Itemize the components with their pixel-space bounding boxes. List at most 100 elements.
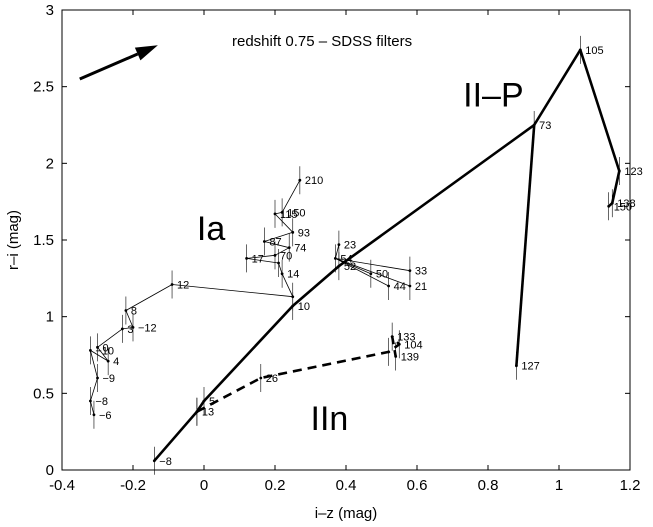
series-branch-ii-p — [515, 124, 536, 366]
point-label: 139 — [401, 352, 419, 364]
series-line-iin — [196, 335, 401, 413]
point-labels: −813510527310512313815012726104133139−6−… — [95, 45, 642, 468]
point-label: 87 — [269, 237, 281, 249]
data-points — [89, 35, 621, 475]
side-link-ia — [335, 244, 340, 259]
point-label: 210 — [305, 175, 323, 187]
y-tick-label: 0.5 — [33, 385, 54, 402]
y-tick-label: 1 — [46, 309, 54, 326]
point-label: 150 — [287, 207, 305, 219]
point-label: −9 — [103, 373, 116, 385]
point-label: 127 — [521, 361, 539, 373]
y-tick-label: 2 — [46, 155, 54, 172]
data-point-ia — [120, 327, 124, 331]
data-point-iin — [259, 376, 263, 380]
data-point-ia — [170, 283, 174, 286]
point-label: 17 — [252, 253, 264, 265]
data-point-ia — [89, 349, 92, 352]
data-point-ia — [333, 257, 337, 260]
point-label: 26 — [266, 373, 278, 385]
series-label: Ia — [197, 210, 225, 248]
x-tick-label: 0 — [200, 477, 208, 494]
point-label: −10 — [95, 345, 114, 357]
point-label: 8 — [131, 306, 137, 318]
data-point-ia — [291, 230, 295, 234]
point-label: 150 — [614, 201, 632, 213]
point-label: 13 — [202, 407, 214, 419]
point-label: 70 — [280, 250, 292, 262]
point-label: −8 — [159, 456, 172, 468]
data-point-iin — [390, 335, 394, 338]
x-tick-label: 0.2 — [265, 477, 286, 494]
data-point-ii-p — [152, 459, 156, 463]
data-point-ii-p — [610, 201, 614, 205]
side-link-ia — [335, 258, 410, 272]
data-point-ia — [131, 326, 135, 329]
side-link-ia — [335, 258, 411, 287]
point-label: 52 — [344, 261, 356, 273]
point-label: 0 — [103, 342, 109, 354]
x-tick-label: 0.4 — [336, 477, 357, 494]
y-axis-label: r–i (mag) — [5, 210, 22, 270]
data-point-ia — [96, 345, 99, 349]
point-label: 10 — [298, 301, 310, 313]
data-point-ii-p — [532, 123, 536, 127]
data-point-ia — [280, 272, 284, 276]
data-point-ii-p — [617, 169, 621, 173]
data-point-ia — [89, 399, 92, 403]
x-tick-label: 1.2 — [620, 477, 641, 494]
point-label: 21 — [415, 281, 427, 293]
point-label: 14 — [287, 269, 299, 281]
data-point-ia — [369, 272, 373, 276]
point-label: 5 — [209, 396, 215, 408]
y-tick-label: 3 — [46, 2, 54, 19]
y-tick-label: 2.5 — [33, 79, 54, 96]
point-label: 23 — [344, 240, 356, 252]
data-point-ia — [408, 284, 412, 288]
point-label: 105 — [585, 45, 603, 57]
x-tick-label: 0.8 — [478, 477, 499, 494]
point-label: 44 — [394, 281, 406, 293]
point-label: 115 — [280, 209, 298, 221]
arrow-head — [134, 45, 158, 61]
data-point-ia — [96, 376, 99, 380]
x-tick-label: -0.4 — [49, 477, 75, 494]
x-axis-label: i–z (mag) — [315, 505, 378, 522]
axis-ticks: -0.4 -0.2 0 0.2 0.4 0.6 0.8 1 1.2 0 0.5 1 1.5 2 2.5 3 — [33, 2, 640, 494]
data-point-ia — [245, 257, 249, 260]
point-label: −8 — [95, 396, 108, 408]
point-label: 93 — [298, 227, 310, 239]
point-label: 104 — [404, 339, 422, 351]
point-label: 33 — [415, 266, 427, 278]
point-label: 50 — [376, 269, 388, 281]
data-point-ia — [337, 243, 341, 247]
data-point-ia — [298, 178, 302, 182]
point-label: 138 — [617, 198, 635, 210]
series-lines — [79, 45, 621, 462]
data-point-iin — [387, 350, 390, 354]
x-tick-label: 0.6 — [407, 477, 428, 494]
point-label: 12 — [177, 279, 189, 291]
data-point-ia — [273, 253, 277, 257]
data-point-ii-p — [578, 48, 582, 52]
data-point-ia — [277, 261, 280, 265]
x-tick-label: -0.2 — [120, 477, 146, 494]
data-point-ia — [287, 246, 291, 250]
point-label: 133 — [397, 332, 415, 344]
series-label: II–P — [463, 77, 523, 115]
data-point-ii-p — [202, 399, 206, 403]
point-label: −6 — [99, 410, 112, 422]
data-point-ia — [280, 211, 284, 214]
data-point-ia — [124, 309, 128, 312]
data-point-ia — [291, 295, 295, 299]
point-label: 3 — [127, 324, 133, 336]
data-point-ii-p — [337, 264, 341, 268]
point-label: 54 — [340, 253, 352, 265]
data-point-ia — [408, 269, 412, 273]
series-line-ii-p — [153, 48, 621, 462]
x-tick-label: 1 — [555, 477, 563, 494]
point-label: 4 — [113, 356, 119, 368]
data-point-ia — [106, 359, 110, 363]
data-point-ii-p — [607, 204, 611, 208]
